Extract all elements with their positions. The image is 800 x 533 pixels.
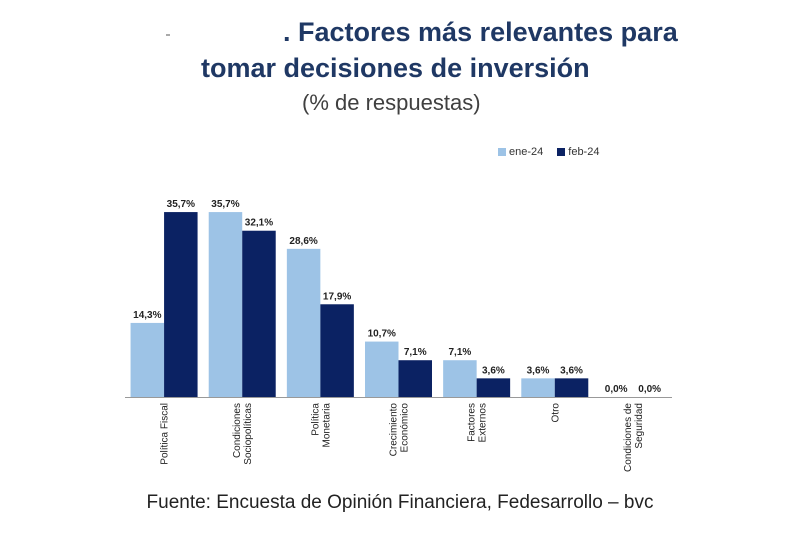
- bar-ene-24-2: [286, 248, 321, 397]
- category-label-line: Otro: [550, 403, 561, 423]
- bar-ene-24-1: [208, 212, 243, 397]
- category-label-line: Crecimiento: [389, 403, 400, 457]
- bar-ene-24-3: [365, 341, 399, 397]
- legend-label-ene-24: ene-24: [509, 146, 544, 158]
- category-label-line: Económico: [400, 403, 411, 453]
- category-label-6: Condiciones de Seguridad: [623, 403, 645, 472]
- bar-ene-24-0: [130, 322, 165, 397]
- category-label-4: Factores Externos: [467, 403, 489, 442]
- category-label-0: Política Fiscal: [160, 403, 171, 465]
- category-label-5: Otro: [550, 403, 561, 423]
- data-label-ene-24-2: 28,6%: [289, 236, 317, 247]
- bar-feb-24-0: [164, 212, 198, 397]
- category-label-line: Condiciones: [232, 403, 243, 458]
- data-label-feb-24-5: 3,6%: [560, 365, 583, 376]
- data-label-feb-24-4: 3,6%: [482, 365, 505, 376]
- category-label-3: Crecimiento Económico: [389, 403, 411, 457]
- data-label-ene-24-0: 14,3%: [133, 310, 161, 321]
- data-label-ene-24-3: 10,7%: [368, 329, 396, 340]
- category-label-line: Sociopolíticas: [243, 403, 254, 465]
- category-label-line: Política Fiscal: [160, 403, 171, 465]
- chart-subtitle: (% de respuestas): [302, 90, 481, 115]
- chart-title-line-1: . Factores más relevantes para: [283, 17, 678, 47]
- bar-feb-24-3: [398, 360, 432, 397]
- data-label-ene-24-5: 3,6%: [527, 365, 550, 376]
- bar-feb-24-5: [554, 378, 589, 397]
- category-label-line: Seguridad: [634, 403, 645, 449]
- category-label-line: Política: [310, 403, 321, 436]
- category-label-line: Externos: [478, 403, 489, 442]
- category-label-line: Condiciones de: [623, 403, 634, 472]
- category-label-line: Monetaria: [321, 403, 332, 448]
- data-label-feb-24-1: 32,1%: [245, 218, 273, 229]
- category-label-1: Condiciones Sociopolíticas: [232, 403, 254, 465]
- title-artifact: [166, 34, 170, 36]
- legend-item-ene-24: ene-24: [498, 146, 543, 158]
- legend: ene-24 feb-24: [498, 146, 599, 158]
- data-label-ene-24-6: 0,0%: [605, 384, 628, 395]
- data-label-ene-24-4: 7,1%: [448, 347, 471, 358]
- data-label-feb-24-2: 17,9%: [323, 291, 351, 302]
- category-label-2: Política Monetaria: [310, 403, 332, 448]
- bar-feb-24-4: [476, 378, 511, 397]
- source-note: Fuente: Encuesta de Opinión Financiera, …: [146, 492, 654, 513]
- legend-swatch-ene-24: [498, 148, 506, 156]
- bar-ene-24-5: [521, 378, 555, 397]
- legend-item-feb-24: feb-24: [557, 146, 599, 158]
- bar-feb-24-1: [242, 230, 276, 397]
- data-label-feb-24-3: 7,1%: [404, 347, 427, 358]
- chart-title-line-2: tomar decisiones de inversión: [201, 53, 590, 83]
- data-label-ene-24-1: 35,7%: [211, 199, 239, 210]
- legend-swatch-feb-24: [557, 148, 566, 156]
- bar-feb-24-2: [320, 304, 354, 397]
- legend-label-feb-24: feb-24: [568, 146, 600, 158]
- data-label-feb-24-6: 0,0%: [638, 384, 661, 395]
- data-label-feb-24-0: 35,7%: [167, 199, 195, 210]
- bar-ene-24-4: [443, 360, 477, 397]
- category-label-line: Factores: [467, 403, 478, 442]
